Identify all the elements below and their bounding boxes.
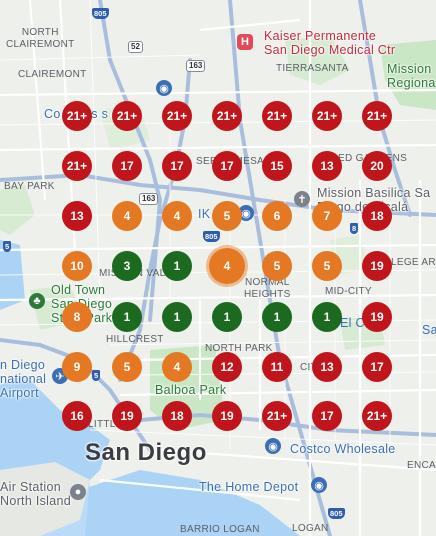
military-base-icon[interactable]: ●	[70, 484, 86, 500]
cluster-marker[interactable]: 17	[362, 352, 392, 382]
cluster-marker[interactable]: 7	[312, 201, 342, 231]
cluster-marker[interactable]: 21+	[62, 101, 92, 131]
cluster-marker[interactable]: 10	[62, 251, 92, 281]
airport-label[interactable]: n Diego national Airport	[0, 358, 47, 400]
hospital-icon[interactable]: H	[237, 34, 253, 50]
costco-shopping-icon[interactable]: ◉	[265, 438, 281, 454]
cluster-marker[interactable]: 21+	[262, 401, 292, 431]
cluster-marker[interactable]: 15	[262, 151, 292, 181]
label-encanto: ENCA	[407, 460, 436, 471]
cluster-marker[interactable]: 16	[62, 401, 92, 431]
cluster-marker[interactable]: 1	[262, 302, 292, 332]
cluster-marker[interactable]: 18	[162, 401, 192, 431]
cluster-marker[interactable]: 11	[262, 352, 292, 382]
home-depot-shopping-icon[interactable]: ◉	[311, 477, 327, 493]
cluster-marker[interactable]: 19	[362, 251, 392, 281]
balboa-park-label[interactable]: Balboa Park	[155, 383, 227, 397]
cluster-marker[interactable]: 21+	[362, 401, 392, 431]
route-163-shield: 163	[186, 60, 206, 72]
label-normal-heights: NORMAL HEIGHTS	[244, 277, 291, 300]
label-city-heights: CITY	[300, 362, 324, 373]
cluster-marker[interactable]: 5	[112, 352, 142, 382]
ikea-label[interactable]: IK	[198, 207, 211, 221]
air-station-label[interactable]: Air Station North Island	[0, 480, 71, 508]
church-icon[interactable]: ✝	[294, 191, 310, 207]
cluster-marker[interactable]: 13	[312, 151, 342, 181]
cluster-marker[interactable]: 1	[162, 302, 192, 332]
cluster-marker[interactable]: 21+	[312, 101, 342, 131]
cluster-marker[interactable]: 17	[162, 151, 192, 181]
cluster-marker[interactable]: 5	[262, 251, 292, 281]
cluster-marker[interactable]: 20	[362, 151, 392, 181]
shopping-bag-icon[interactable]: ◉	[156, 80, 172, 96]
interstate-805-mid-shield: 805	[203, 231, 220, 242]
cluster-marker[interactable]: 21+	[62, 151, 92, 181]
cluster-marker[interactable]: 13	[312, 352, 342, 382]
label-hillcrest: HILLCREST	[106, 334, 164, 345]
label-north-park: NORTH PARK	[205, 343, 273, 354]
park-tree-icon[interactable]: ♣	[29, 293, 45, 309]
cluster-marker[interactable]: 13	[62, 201, 92, 231]
mission-regional-label[interactable]: Mission Regiona	[387, 62, 436, 90]
interstate-5-shield: 5	[3, 241, 12, 252]
cluster-marker[interactable]: 8	[62, 302, 92, 332]
cluster-marker[interactable]: 21+	[362, 101, 392, 131]
cluster-marker[interactable]: 21+	[212, 101, 242, 131]
cluster-marker[interactable]: 1	[112, 302, 142, 332]
cluster-marker[interactable]: 12	[212, 352, 242, 382]
label-sa: Sa	[422, 323, 436, 337]
cluster-marker[interactable]: 4	[209, 248, 245, 284]
cluster-marker[interactable]: 9	[62, 352, 92, 382]
cluster-marker[interactable]: 19	[212, 401, 242, 431]
label-bay-park: BAY PARK	[4, 181, 55, 192]
costco-label[interactable]: Costco Wholesale	[290, 442, 396, 456]
cluster-marker[interactable]: 3	[112, 251, 142, 281]
cluster-marker[interactable]: 17	[212, 151, 242, 181]
ikea-shopping-icon[interactable]: ◉	[238, 205, 254, 221]
interstate-805-shield: 805	[92, 8, 109, 19]
cluster-marker[interactable]: 21+	[162, 101, 192, 131]
cluster-marker[interactable]: 18	[362, 201, 392, 231]
kaiser-permanente-label[interactable]: Kaiser Permanente San Diego Medical Ctr	[264, 29, 396, 57]
san-diego-city-label: San Diego	[85, 439, 207, 466]
cluster-marker[interactable]: 21+	[112, 101, 142, 131]
interstate-805-bottom-shield: 805	[328, 508, 345, 519]
cluster-marker[interactable]: 5	[312, 251, 342, 281]
cluster-marker[interactable]: 1	[162, 251, 192, 281]
cluster-marker[interactable]: 1	[312, 302, 342, 332]
label-north-clairemont: NORTH CLAIREMONT	[6, 27, 75, 50]
interstate-8-shield: 8	[350, 223, 359, 234]
label-barrio-logan: BARRIO LOGAN	[180, 524, 260, 535]
cluster-marker[interactable]: 1	[212, 302, 242, 332]
cluster-marker[interactable]: 19	[112, 401, 142, 431]
cluster-marker[interactable]: 17	[112, 151, 142, 181]
route-163-mid-shield: 163	[139, 193, 159, 205]
route-52-shield: 52	[128, 41, 143, 53]
cluster-marker[interactable]: 4	[112, 201, 142, 231]
label-clairemont: CLAIREMONT	[18, 69, 87, 80]
label-tierrasanta: TIERRASANTA	[276, 63, 349, 74]
interstate-5-mid-shield: 5	[92, 370, 101, 381]
cluster-marker[interactable]: 19	[362, 302, 392, 332]
cluster-marker[interactable]: 4	[162, 352, 192, 382]
cluster-marker[interactable]: 4	[162, 201, 192, 231]
label-logan: LOGAN	[292, 523, 329, 534]
label-little-italy: LITTLE IT	[88, 419, 136, 430]
cluster-marker[interactable]: 5	[212, 201, 242, 231]
cluster-marker[interactable]: 6	[262, 201, 292, 231]
cluster-marker[interactable]: 21+	[262, 101, 292, 131]
label-mid-city: MID-CITY	[325, 286, 372, 297]
label-college-area: LEGE ARE	[391, 257, 436, 268]
home-depot-label[interactable]: The Home Depot	[199, 480, 299, 494]
cluster-marker[interactable]: 17	[312, 401, 342, 431]
